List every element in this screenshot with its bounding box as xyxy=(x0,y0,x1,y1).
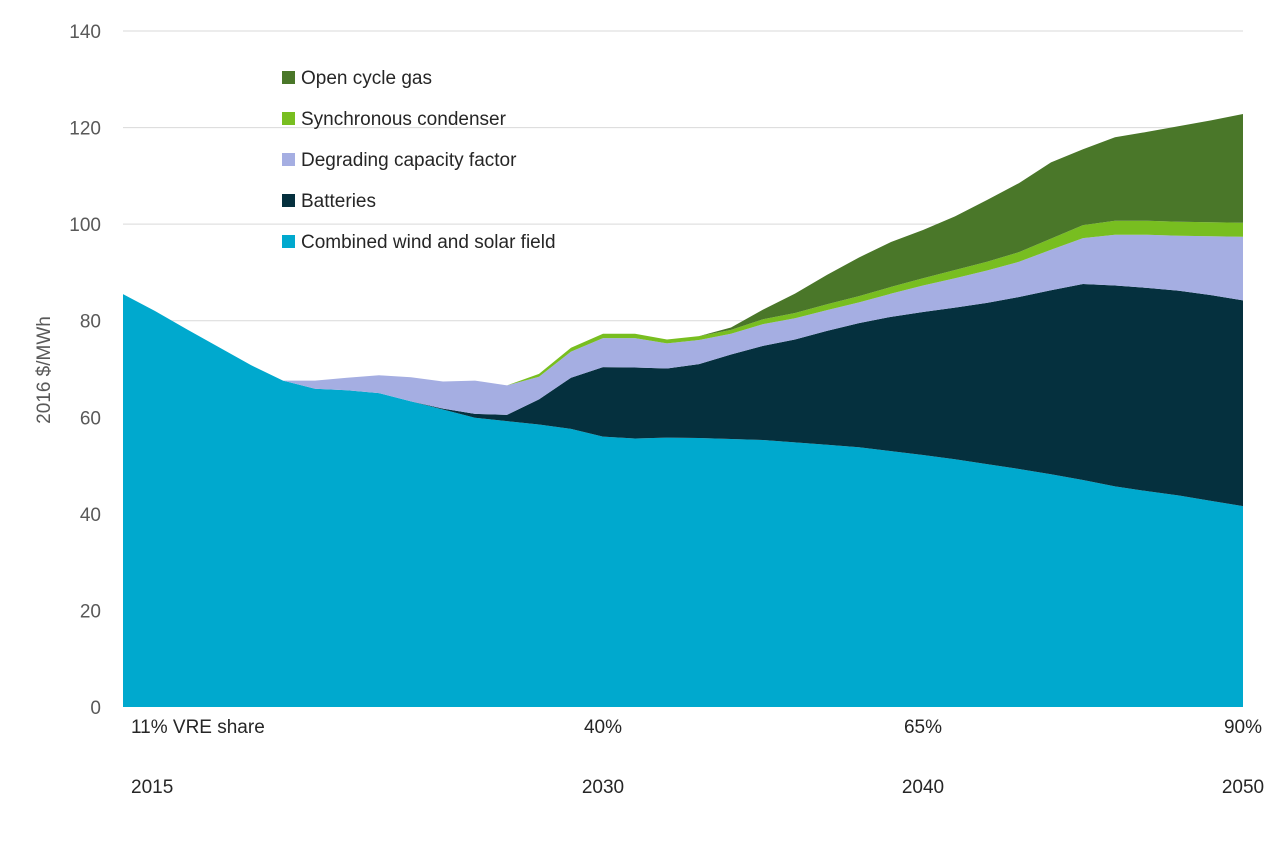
x-year-label: 2015 xyxy=(131,777,173,798)
legend-label: Open cycle gas xyxy=(301,68,432,89)
chart-areas xyxy=(123,114,1243,707)
y-tick-label: 40 xyxy=(80,505,101,526)
y-axis-title: 2016 $/MWh xyxy=(34,316,55,424)
x-share-label: 11% VRE share xyxy=(131,717,265,738)
legend-swatch xyxy=(282,112,295,125)
y-tick-label: 120 xyxy=(69,119,101,140)
x-year-label: 2050 xyxy=(1222,777,1264,798)
y-tick-label: 80 xyxy=(80,312,101,333)
area-series-2 xyxy=(123,234,1243,415)
area-series-1 xyxy=(123,284,1243,507)
y-axis-ticks: 0 20 40 60 80 100 120 140 xyxy=(69,22,101,719)
x-axis-labels: 11% VRE share 2015 40% 2030 65% 2040 90% 2050 xyxy=(131,717,1264,798)
x-year-label: 2040 xyxy=(902,777,944,798)
y-tick-label: 100 xyxy=(69,215,101,236)
x-year-label: 2030 xyxy=(582,777,624,798)
legend-label: Synchronous condenser xyxy=(301,109,507,130)
y-tick-label: 60 xyxy=(80,408,101,429)
x-share-label: 65% xyxy=(904,717,942,738)
legend-label: Combined wind and solar field xyxy=(301,232,556,253)
area-series-4 xyxy=(123,114,1243,386)
legend: Open cycle gas Synchronous condenser Degra… xyxy=(282,68,556,253)
x-share-label: 40% xyxy=(584,717,622,738)
y-tick-label: 20 xyxy=(80,601,101,622)
y-tick-label: 0 xyxy=(90,698,101,719)
legend-swatch xyxy=(282,194,295,207)
area-series-0 xyxy=(123,294,1243,707)
legend-label: Degrading capacity factor xyxy=(301,150,517,171)
legend-swatch xyxy=(282,71,295,84)
x-share-label: 90% xyxy=(1224,717,1262,738)
legend-swatch xyxy=(282,153,295,166)
legend-swatch xyxy=(282,235,295,248)
y-tick-label: 140 xyxy=(69,22,101,43)
legend-label: Batteries xyxy=(301,191,376,212)
